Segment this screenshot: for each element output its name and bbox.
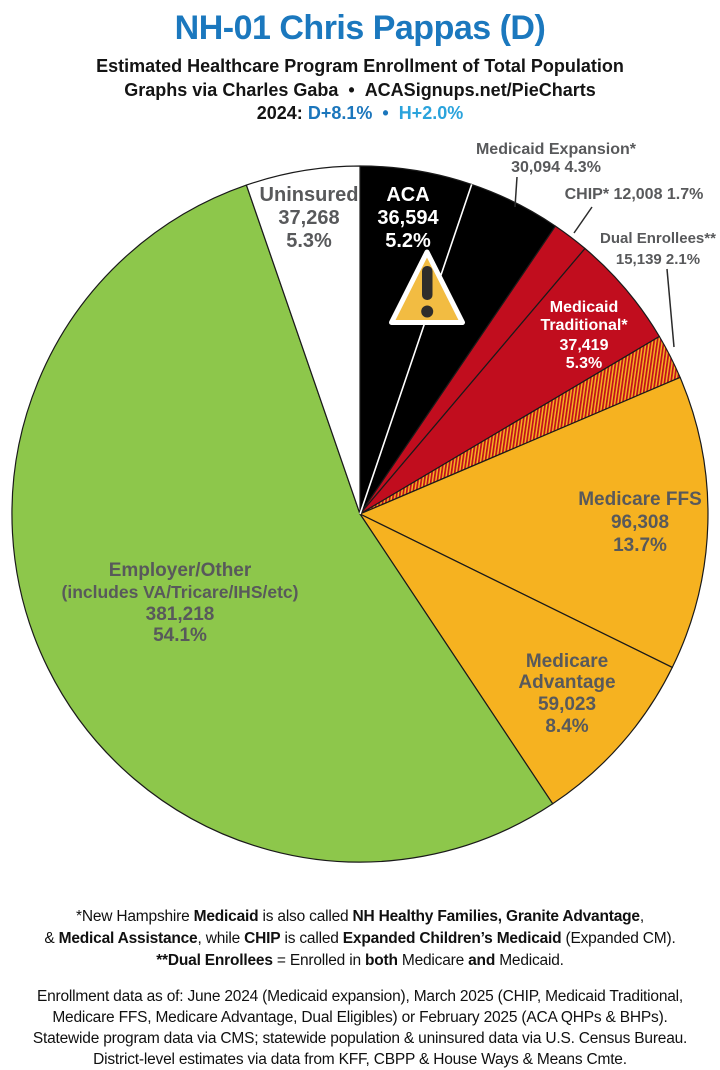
slice-label-medicaid-traditional-name1: Medicaid: [550, 299, 618, 316]
slice-label-medicaid-traditional-pct: 5.3%: [566, 355, 602, 372]
warning-exclamation-dot: [421, 305, 434, 318]
footnote-line: *New Hampshire Medicaid is also called N…: [76, 908, 644, 925]
slice-label-medicare-advantage-pct: 8.4%: [545, 716, 588, 737]
slice-label-medicaid-expansion-name: Medicaid Expansion*: [476, 141, 637, 158]
slice-label-aca-name: ACA: [386, 184, 429, 206]
chart-subtitle: Estimated Healthcare Program Enrollment …: [96, 56, 624, 76]
bullet-separator: •: [348, 80, 355, 100]
footnote-line: Medicare FFS, Medicare Advantage, Dual E…: [52, 1009, 668, 1026]
attribution-site: ACASignups.net/PieCharts: [364, 80, 596, 100]
slice-label-medicaid-expansion-value: 30,094 4.3%: [511, 159, 601, 176]
slice-label-chip: CHIP* 12,008 1.7%: [565, 186, 704, 203]
slice-label-uninsured-name: Uninsured: [260, 184, 359, 206]
chart-attribution: Graphs via Charles Gaba • ACASignups.net/P…: [0, 80, 720, 101]
partisan-d-lean: D+8.1%: [307, 103, 373, 123]
footnote-data-sources: Enrollment data as of: June 2024 (Medica…: [0, 986, 720, 1070]
leader-line-medicaid-expansion: [514, 176, 518, 208]
slice-label-employer-other-pct: 54.1%: [153, 625, 207, 646]
slice-label-medicare-advantage-value: 59,023: [538, 694, 596, 715]
footnote-line: & Medical Assistance, while CHIP is call…: [44, 930, 676, 947]
slice-label-aca-value: 36,594: [377, 207, 439, 229]
footnote-line: **Dual Enrollees = Enrolled in both Medi…: [156, 952, 564, 969]
slice-divider-aca-expansion: [359, 184, 473, 515]
leader-line-dual-enrollees: [666, 268, 675, 348]
slice-label-medicaid-traditional-value: 37,419: [560, 337, 609, 354]
pie-slice-medicare-advantage: [359, 513, 673, 805]
slice-label-uninsured-value: 37,268: [278, 207, 339, 229]
attribution-author: Graphs via Charles Gaba: [124, 80, 339, 100]
bullet-separator: •: [382, 103, 389, 123]
slice-label-medicare-ffs-pct: 13.7%: [613, 535, 667, 556]
pie-slices: [11, 165, 709, 863]
slice-label-medicare-ffs-name: Medicare FFS: [578, 489, 702, 510]
pie-slice-employer-other: [11, 184, 554, 863]
slice-label-medicare-ffs-value: 96,308: [611, 512, 669, 533]
slice-label-medicare-advantage-name2: Advantage: [518, 672, 615, 693]
partisan-year-label: 2024:: [256, 103, 303, 123]
slice-label-employer-other-name1: Employer/Other: [109, 560, 252, 581]
warning-triangle-icon: [389, 249, 465, 325]
page-title: NH-01 Chris Pappas (D): [174, 9, 546, 47]
pie-slice-medicare-ffs: [359, 376, 709, 668]
footnote-medicaid-naming: *New Hampshire Medicaid is also called N…: [0, 906, 720, 972]
slice-label-employer-other-value: 381,218: [146, 604, 215, 625]
leader-line-chip: [573, 206, 593, 234]
slice-label-aca-pct: 5.2%: [385, 230, 431, 252]
partisan-lean-line: 2024: D+8.1% • H+2.0%: [0, 103, 720, 124]
footnote-line: District-level estimates via data from K…: [93, 1051, 627, 1068]
slice-label-medicaid-traditional-name2: Traditional*: [540, 317, 628, 334]
warning-exclamation-bar: [422, 266, 433, 300]
slice-label-dual-enrollees-name: Dual Enrollees**: [600, 230, 716, 247]
slice-label-dual-enrollees-value: 15,139 2.1%: [616, 251, 700, 268]
slice-label-employer-other-name2: (includes VA/Tricare/IHS/etc): [62, 582, 299, 602]
footnote-line: Enrollment data as of: June 2024 (Medica…: [36, 988, 684, 1005]
pie-slice-uninsured: [245, 165, 361, 515]
leader-lines: [514, 176, 675, 348]
partisan-h-lean: H+2.0%: [398, 103, 464, 123]
slice-label-uninsured-pct: 5.3%: [286, 230, 332, 252]
footnote-line: Statewide program data via CMS; statewid…: [32, 1030, 688, 1047]
slice-label-medicare-advantage-name1: Medicare: [526, 651, 608, 672]
